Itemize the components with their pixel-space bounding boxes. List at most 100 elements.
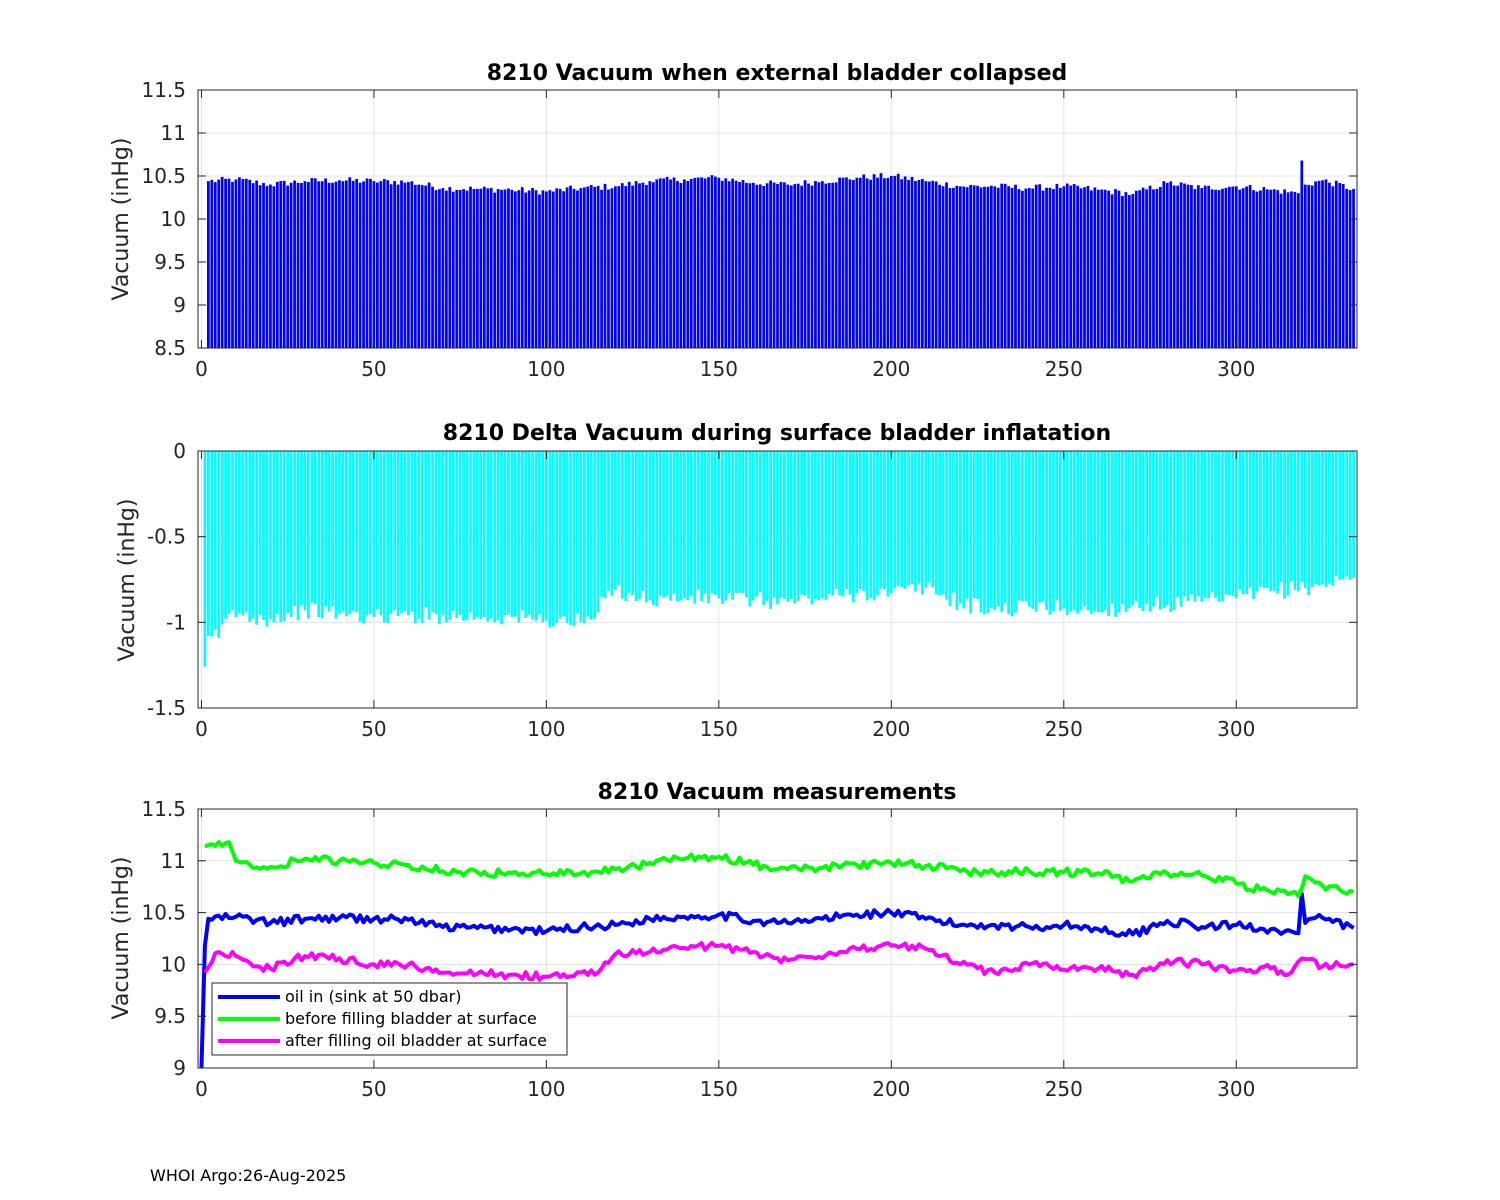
bar (579, 188, 583, 348)
bar (527, 190, 531, 348)
bar (996, 451, 1000, 607)
bar (524, 192, 528, 348)
bar (662, 451, 666, 598)
bar (220, 451, 224, 625)
bar (545, 451, 548, 621)
bar (1093, 187, 1097, 348)
bar (834, 182, 838, 348)
bar (438, 451, 441, 624)
y-tick-label: 0 (173, 439, 186, 463)
bar (734, 180, 738, 348)
bar (413, 184, 417, 348)
bar (389, 184, 393, 348)
bar (1352, 188, 1355, 348)
bar (420, 451, 424, 624)
bar (310, 178, 314, 348)
bar (1207, 451, 1211, 599)
bar (641, 451, 645, 592)
bar (969, 184, 973, 348)
bar (686, 451, 690, 600)
bar (727, 181, 731, 348)
bar (1100, 451, 1104, 613)
bar (803, 180, 807, 348)
bar (748, 183, 752, 348)
chart-title: 8210 Vacuum measurements (598, 780, 957, 805)
bar (551, 451, 555, 627)
y-tick-label: 11.5 (141, 78, 186, 102)
bar (1293, 451, 1297, 591)
bar (410, 451, 414, 612)
bar (569, 185, 572, 348)
bar (1027, 188, 1031, 348)
bar (682, 179, 686, 348)
bar (1217, 190, 1221, 348)
bar (251, 183, 255, 348)
bar (1159, 451, 1162, 610)
bar (355, 451, 359, 613)
bar (482, 186, 486, 348)
bar (907, 179, 910, 348)
bar (541, 451, 545, 623)
bar (783, 182, 786, 348)
y-tick-label: 9 (173, 1056, 186, 1080)
y-tick-label: 9.5 (154, 1004, 186, 1028)
bar (589, 451, 593, 620)
bar (855, 451, 859, 594)
bar (820, 451, 824, 599)
bar (1259, 451, 1262, 587)
bar (324, 178, 328, 348)
bar (413, 451, 417, 624)
bar (307, 451, 310, 619)
bar (1307, 451, 1311, 596)
bar (534, 451, 538, 622)
bar (927, 181, 931, 348)
bar (776, 451, 779, 605)
bar (1027, 451, 1031, 607)
bar (1310, 185, 1314, 348)
bar (444, 451, 448, 623)
bar (1207, 185, 1211, 348)
bar (814, 181, 817, 348)
bar (669, 179, 672, 348)
bar (896, 451, 900, 587)
y-axis-label: Vacuum (inHg) (115, 499, 140, 662)
bar (907, 451, 910, 586)
bar (482, 451, 486, 618)
bar (279, 181, 283, 348)
bar (869, 179, 873, 348)
x-tick-label: 200 (872, 717, 910, 741)
bar (451, 191, 455, 348)
bar (331, 182, 334, 348)
bar (1162, 181, 1166, 348)
bar (1179, 451, 1183, 607)
bar (1058, 451, 1062, 611)
bar (896, 173, 900, 348)
bar (576, 190, 579, 348)
bar (1200, 451, 1204, 602)
bar (1238, 451, 1242, 590)
bar (1107, 451, 1111, 616)
bar (610, 188, 614, 348)
bar (1096, 451, 1100, 613)
bar (255, 451, 259, 625)
bar (758, 451, 762, 593)
bar (224, 178, 227, 348)
bar (524, 451, 528, 618)
bar (638, 183, 641, 348)
bar (989, 185, 993, 348)
bar (269, 451, 272, 619)
bar (1114, 189, 1117, 348)
bar (703, 451, 707, 594)
bar (955, 185, 959, 348)
bar (810, 451, 814, 605)
bar (382, 179, 386, 348)
bar (986, 186, 990, 348)
bar (993, 186, 997, 348)
bar (938, 451, 942, 596)
bar (965, 451, 969, 600)
bar (231, 451, 234, 611)
bar (627, 181, 631, 348)
bar (507, 188, 510, 348)
bar (244, 451, 248, 612)
bar (1159, 187, 1162, 348)
